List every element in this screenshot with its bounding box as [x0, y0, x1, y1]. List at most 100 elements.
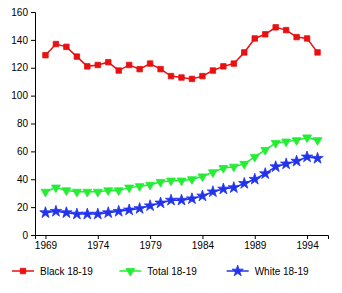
marker [64, 44, 69, 49]
marker [292, 138, 301, 146]
y-tick: 60 [17, 146, 35, 157]
marker [156, 179, 165, 187]
marker [85, 64, 90, 69]
x-tick-mark [255, 235, 256, 239]
y-axis-line [31, 13, 36, 236]
y-tick-label: 160 [11, 7, 28, 18]
x-tick-label: 1984 [192, 240, 215, 251]
marker [176, 194, 187, 205]
series-line [45, 157, 317, 214]
legend-marker [232, 265, 243, 276]
marker [103, 207, 114, 218]
x-tick-mark [150, 235, 151, 239]
marker [240, 161, 249, 169]
series-line [45, 27, 317, 79]
marker [291, 155, 302, 166]
legend-item: Total 18-19 [119, 266, 197, 277]
marker [165, 194, 176, 205]
marker [113, 205, 124, 216]
y-tick: 0 [22, 230, 35, 241]
marker [198, 174, 207, 182]
marker [71, 208, 82, 219]
marker [270, 161, 281, 172]
marker [207, 186, 218, 197]
x-tick-label: 1989 [244, 240, 267, 251]
marker [104, 188, 113, 196]
legend-item: Black 18-19 [12, 266, 93, 277]
marker [303, 135, 312, 143]
marker [282, 139, 291, 147]
marker [188, 177, 197, 185]
y-tick-label: 40 [17, 174, 29, 185]
marker [262, 32, 267, 37]
y-tick-mark [31, 235, 35, 236]
y-tick: 40 [17, 174, 35, 185]
y-tick-mark [31, 151, 35, 152]
marker [74, 54, 79, 59]
y-tick-label: 140 [11, 35, 28, 46]
marker [134, 203, 145, 214]
marker [53, 41, 58, 46]
y-axis: 0 20 40 60 80 100 120 140 160 [11, 7, 35, 241]
legend-label: White 18-19 [255, 266, 309, 277]
marker [168, 73, 173, 78]
marker [260, 168, 271, 179]
marker [239, 177, 250, 188]
marker [219, 166, 228, 174]
marker [231, 61, 236, 66]
plot-area [40, 25, 323, 219]
x-tick-label: 1979 [139, 240, 162, 251]
marker [93, 189, 102, 197]
y-tick: 20 [17, 202, 35, 213]
marker [72, 189, 81, 197]
y-tick-mark [31, 207, 35, 208]
marker [51, 185, 60, 193]
x-tick-label: 1969 [35, 240, 58, 251]
marker [124, 204, 135, 215]
marker [40, 207, 51, 218]
x-tick-mark [45, 235, 46, 239]
marker [135, 184, 144, 192]
marker [62, 188, 71, 196]
y-tick-mark [31, 12, 35, 13]
marker [83, 189, 92, 197]
legend: Black 18-19 Total 18-19 White 18-19 [12, 265, 309, 277]
y-tick-label: 100 [11, 90, 28, 101]
marker [229, 164, 238, 172]
y-tick-mark [31, 179, 35, 180]
marker [92, 208, 103, 219]
marker [146, 182, 155, 190]
x-tick: 1974 [87, 235, 110, 251]
x-tick: 1984 [192, 235, 215, 251]
x-tick: 1969 [35, 235, 58, 251]
x-tick: 1979 [139, 235, 162, 251]
legend-label: Black 18-19 [40, 266, 93, 277]
marker [242, 50, 247, 55]
marker [41, 189, 50, 197]
y-tick-label: 80 [17, 118, 29, 129]
x-tick-mark [307, 235, 308, 239]
marker [221, 64, 226, 69]
marker [158, 66, 163, 71]
marker [312, 152, 323, 163]
marker [200, 73, 205, 78]
marker [114, 188, 123, 196]
marker [125, 185, 134, 193]
marker [249, 173, 260, 184]
y-tick: 80 [17, 118, 35, 129]
marker [208, 170, 217, 178]
y-tick-mark [31, 40, 35, 41]
marker [116, 68, 121, 73]
y-tick-label: 120 [11, 62, 28, 73]
marker [179, 75, 184, 80]
x-axis-line [36, 236, 329, 240]
marker [271, 140, 280, 148]
marker [126, 62, 131, 67]
marker [294, 34, 299, 39]
x-tick-label: 1974 [87, 240, 110, 251]
marker [167, 178, 176, 186]
y-tick: 100 [11, 90, 35, 101]
y-tick: 140 [11, 35, 35, 46]
x-tick: 1989 [244, 235, 267, 251]
marker [218, 183, 229, 194]
